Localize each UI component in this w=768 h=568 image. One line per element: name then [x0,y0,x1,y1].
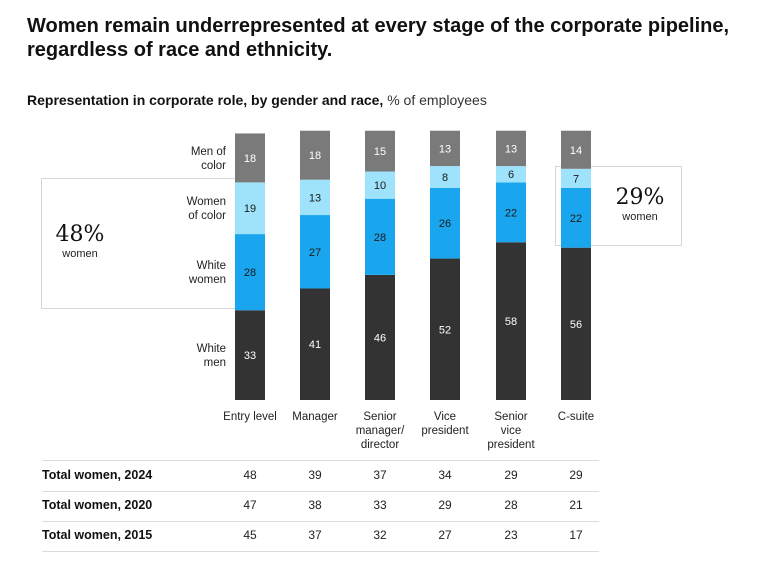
bar-value-label: 58 [505,316,517,328]
table-cell: 17 [569,528,583,542]
table-cell: 38 [308,498,322,512]
bar-segment-men-of-color [561,130,591,169]
bar-segment-men-of-color [365,130,395,172]
bar-value-label: 46 [374,332,386,344]
chart-subtitle: Representation in corporate role, by gen… [27,92,487,108]
right-callout-label: women [622,211,658,223]
bar-segment-women-of-color [496,166,526,183]
subtitle-unit: % of employees [387,92,487,108]
bar-value-label: 13 [439,143,451,155]
bar-value-label: 19 [244,203,256,215]
bar-segment-women-of-color [365,171,395,199]
series-label-women-of-color: Women of color [187,196,227,222]
table-row-label: Total women, 2024 [42,468,153,482]
bar-segment-men-of-color [496,130,526,167]
bar-segment-women-of-color [561,168,591,188]
bar-segment-white-men [235,310,265,400]
category-label: Senior manager/director [356,411,405,451]
bar-segment-white-women [300,215,330,289]
category-label: Entry level [223,411,277,423]
table-cell: 21 [569,498,583,512]
chart-headline: Women remain underrepresented at every s… [27,15,730,61]
bar-segment-white-women [430,187,460,259]
bar-segment-women-of-color [430,166,460,188]
subtitle-main: Representation in corporate role, by gen… [27,92,384,108]
bar-value-label: 6 [508,169,514,181]
right-callout-pct: 29% [615,185,665,210]
table-cell: 37 [373,468,387,482]
bar-value-label: 18 [244,153,256,165]
table-row-label: Total women, 2015 [42,528,153,542]
bar-segment-white-men [430,258,460,400]
bar-value-label: 15 [374,146,386,158]
bar-value-label: 26 [439,218,451,230]
bar-value-label: 52 [439,324,451,336]
bar-value-label: 18 [309,150,321,162]
series-label-white-men: White men [197,343,226,369]
bar-segment-white-men [561,247,591,400]
category-label: Senior vice president [487,411,535,451]
category-label: Manager [292,411,338,423]
bar-value-label: 28 [244,267,256,279]
bar-segment-white-women [365,198,395,275]
bar-segment-white-men [496,242,526,400]
table-cell: 29 [569,468,583,482]
table-divider [42,521,599,522]
series-label-white-women: White women [188,260,226,286]
bar-segment-white-women [235,234,265,311]
bar-value-label: 22 [505,207,517,219]
table-cell: 33 [373,498,387,512]
bar-value-label: 8 [442,172,448,184]
table-cell: 39 [308,468,322,482]
bar-value-label: 41 [309,339,321,351]
bar-segment-white-men [365,274,395,400]
table-cell: 32 [373,528,387,542]
series-label-men-of-color: Men of color [191,146,227,172]
bar-segment-men-of-color [300,130,330,180]
left-callout-pct: 48% [55,222,105,247]
category-label: C-suite [558,411,594,423]
table-divider [42,460,599,461]
table-cell: 28 [504,498,518,512]
table-cell: 34 [438,468,452,482]
bar-segment-women-of-color [235,182,265,235]
category-label: Vice president [421,411,469,437]
bar-value-label: 13 [505,143,517,155]
table-cell: 47 [243,498,257,512]
bar-segment-men-of-color [235,133,265,183]
bar-value-label: 28 [374,232,386,244]
bar-segment-white-men [300,288,330,400]
table-cell: 45 [243,528,257,542]
table-cell: 29 [504,468,518,482]
bar-value-label: 22 [570,213,582,225]
table-cell: 48 [243,468,257,482]
table-cell: 29 [438,498,452,512]
table-cell: 27 [438,528,452,542]
table-cell: 23 [504,528,518,542]
bar-segment-men-of-color [430,130,460,167]
bar-value-label: 33 [244,350,256,362]
bar-value-label: 13 [309,192,321,204]
table-cell: 37 [308,528,322,542]
bar-segment-women-of-color [300,179,330,216]
table-divider [42,551,599,552]
table-divider [42,491,599,492]
bar-segment-white-women [496,182,526,243]
bar-value-label: 7 [573,173,579,185]
bar-segment-white-women [561,187,591,248]
left-callout-label: women [62,248,98,260]
table-row-label: Total women, 2020 [42,498,153,512]
bar-value-label: 27 [309,247,321,259]
bar-value-label: 56 [570,319,582,331]
bar-value-label: 14 [570,145,582,157]
bar-value-label: 10 [374,180,386,192]
